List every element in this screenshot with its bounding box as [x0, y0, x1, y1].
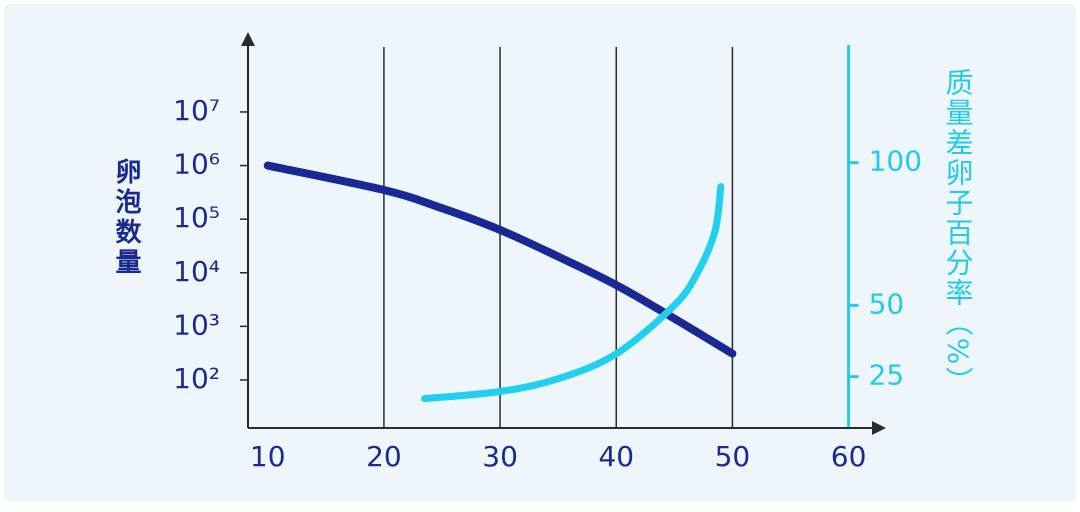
y-tick-label: 10⁴: [173, 255, 220, 288]
x-tick-label: 20: [366, 440, 402, 473]
x-tick-label: 60: [831, 440, 867, 473]
y-tick-label: 10²: [173, 362, 220, 395]
y2-tick-label: 100: [869, 145, 922, 178]
y2-axis-label: 质量差卵子百分率（%）: [942, 67, 975, 396]
y-tick-label: 10³: [173, 308, 220, 341]
y-tick-label: 10⁷: [173, 94, 220, 127]
x-tick-label: 40: [598, 440, 634, 473]
x-tick-label: 50: [715, 440, 751, 473]
y-tick-label: 10⁵: [173, 201, 220, 234]
y-axis-arrow: [241, 32, 255, 46]
series-line: [421, 183, 725, 403]
y2-tick-label: 50: [869, 287, 905, 320]
y-tick-label: 10⁶: [173, 148, 220, 181]
x-axis-arrow: [872, 421, 886, 435]
panel: [4, 4, 1076, 502]
series-line: [263, 161, 737, 358]
x-tick-label: 30: [482, 440, 518, 473]
x-tick-label: 10: [250, 440, 286, 473]
y2-tick-label: 25: [869, 359, 905, 392]
y-axis-label: 卵泡数量: [111, 158, 141, 278]
